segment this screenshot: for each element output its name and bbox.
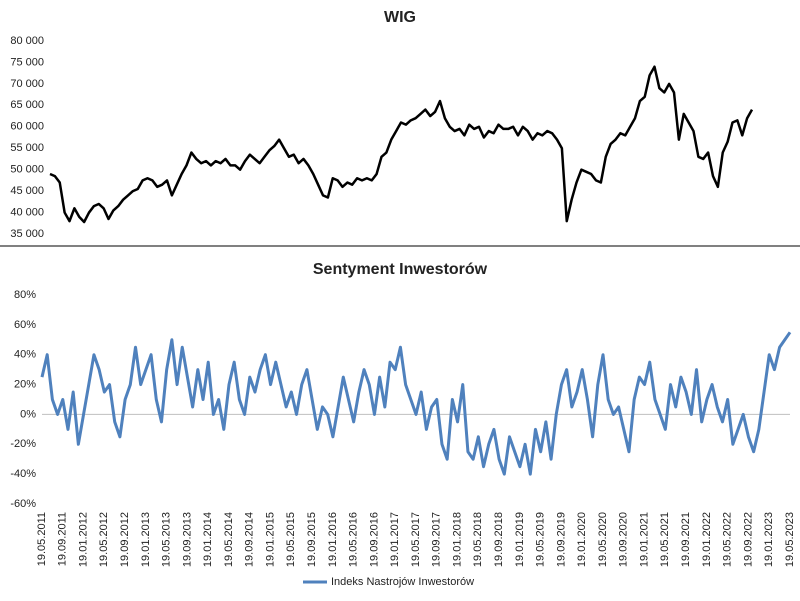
x-tick-label: 19.05.2017: [410, 512, 422, 567]
y-tick-label: 40%: [14, 349, 36, 361]
x-tick-label: 19.05.2012: [98, 512, 110, 567]
y-tick-label: 45 000: [10, 185, 44, 197]
x-tick-label: 19.05.2023: [784, 512, 796, 567]
x-tick-label: 19.09.2017: [431, 512, 443, 567]
x-tick-label: 19.01.2017: [389, 512, 401, 567]
legend-label: Indeks Nastrojów Inwestorów: [331, 576, 474, 588]
x-tick-label: 19.01.2020: [576, 512, 588, 567]
x-tick-label: 19.01.2012: [77, 512, 89, 567]
x-tick-label: 19.01.2013: [140, 512, 152, 567]
x-tick-label: 19.01.2016: [327, 512, 339, 567]
x-tick-label: 19.09.2018: [493, 512, 505, 567]
y-tick-label: -20%: [10, 438, 36, 450]
x-tick-label: 19.05.2018: [472, 512, 484, 567]
y-tick-label: 80%: [14, 289, 36, 301]
x-tick-label: 19.05.2015: [285, 512, 297, 567]
y-tick-label: 20%: [14, 378, 36, 390]
x-tick-label: 19.09.2019: [555, 512, 567, 567]
x-tick-label: 19.05.2022: [722, 512, 734, 567]
chart-title: WIG: [384, 9, 416, 26]
y-tick-label: 75 000: [10, 56, 44, 68]
data-line: [40, 331, 792, 476]
x-tick-label: 19.05.2020: [597, 512, 609, 567]
x-tick-label: 19.05.2011: [36, 512, 48, 566]
y-tick-label: 55 000: [10, 142, 44, 154]
x-tick-label: 19.01.2014: [202, 512, 214, 567]
x-tick-label: 19.09.2015: [306, 512, 318, 567]
x-tick-label: 19.09.2014: [244, 512, 256, 567]
x-tick-label: 19.05.2016: [348, 512, 360, 567]
x-tick-label: 19.05.2014: [223, 512, 235, 567]
x-tick-label: 19.09.2021: [680, 512, 692, 567]
y-tick-label: 70 000: [10, 78, 44, 90]
data-line: [49, 65, 754, 224]
y-tick-label: 65 000: [10, 99, 44, 111]
x-tick-label: 19.09.2016: [368, 512, 380, 567]
x-tick-label: 19.01.2015: [264, 512, 276, 567]
x-tick-label: 19.01.2023: [763, 512, 775, 567]
x-tick-label: 19.05.2019: [535, 512, 547, 567]
chart-title: Sentyment Inwestorów: [313, 261, 488, 278]
y-tick-label: 0%: [20, 408, 36, 420]
y-tick-label: 60%: [14, 319, 36, 331]
x-tick-label: 19.01.2018: [451, 512, 463, 567]
x-tick-label: 19.01.2019: [514, 512, 526, 567]
x-tick-label: 19.05.2013: [161, 512, 173, 567]
y-tick-label: -40%: [10, 468, 36, 480]
y-tick-label: 80 000: [10, 35, 44, 47]
x-tick-label: 19.05.2021: [659, 512, 671, 567]
x-tick-label: 19.09.2022: [742, 512, 754, 567]
x-tick-label: 19.09.2013: [181, 512, 193, 567]
x-tick-label: 19.09.2012: [119, 512, 131, 567]
y-tick-label: 35 000: [10, 228, 44, 240]
y-tick-label: 60 000: [10, 121, 44, 133]
x-tick-label: 19.01.2022: [701, 512, 713, 567]
x-tick-label: 19.09.2020: [618, 512, 630, 567]
y-tick-label: 40 000: [10, 206, 44, 218]
x-tick-label: 19.09.2011: [57, 512, 69, 566]
x-tick-label: 19.01.2021: [638, 512, 650, 567]
y-tick-label: 50 000: [10, 164, 44, 176]
y-tick-label: -60%: [10, 498, 36, 510]
